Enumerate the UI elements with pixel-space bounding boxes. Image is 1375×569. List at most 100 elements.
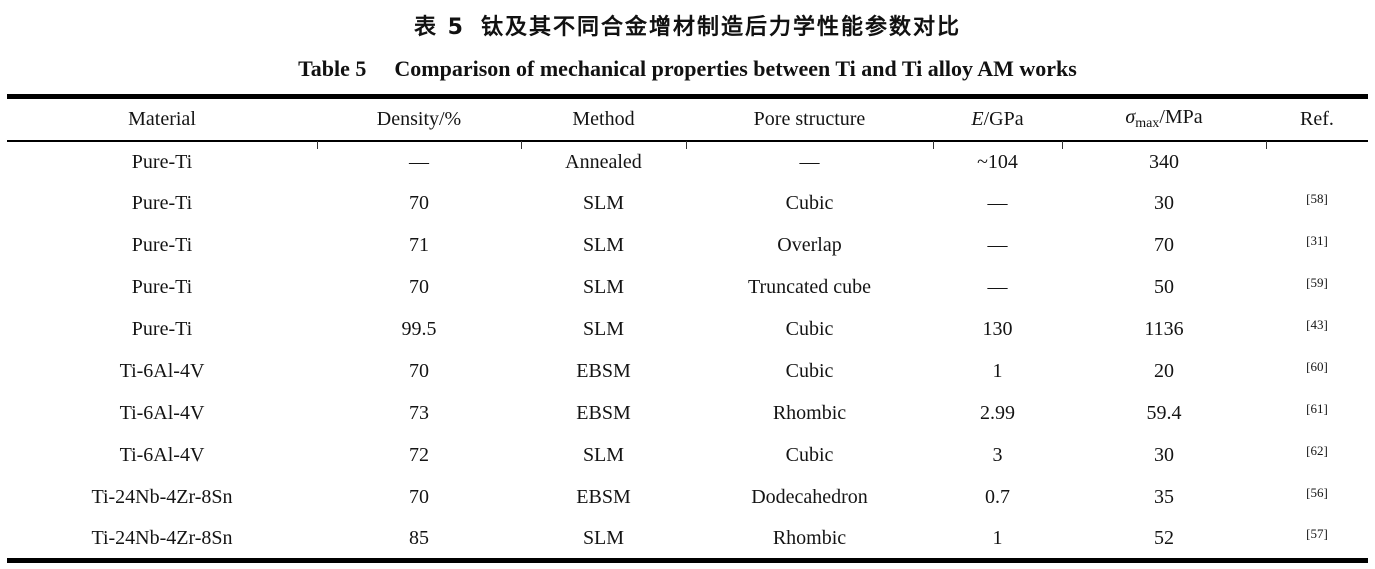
e-unit: /GPa <box>983 107 1024 130</box>
column-header-elastic-modulus: E/GPa <box>933 96 1062 142</box>
ref-citation: [57] <box>1306 525 1328 541</box>
cell-ref: [62] <box>1266 435 1368 477</box>
table-row: Ti-24Nb-4Zr-8Sn 85 SLM Rhombic 1 52 [57] <box>7 519 1368 561</box>
column-header-pore-structure: Pore structure <box>686 96 933 142</box>
cell-material: Ti-6Al-4V <box>119 360 205 382</box>
cell-max-stress: 340 <box>1149 150 1179 173</box>
cell-elastic-modulus: ~104 <box>977 150 1018 173</box>
table-row: Pure-Ti 99.5 SLM Cubic 130 1136 [43] <box>7 309 1368 351</box>
column-header-ref: Ref. <box>1266 96 1368 142</box>
cell-ref: [58] <box>1266 183 1368 225</box>
properties-table-container: Material Density/% Method Pore structure… <box>7 94 1368 563</box>
table-row: Ti-6Al-4V 73 EBSM Rhombic 2.99 59.4 [61] <box>7 393 1368 435</box>
table-number-en: Table 5 <box>298 56 367 81</box>
cell-pore-structure: Cubic <box>785 444 834 466</box>
cell-max-stress: 30 <box>1154 444 1174 466</box>
cell-max-stress: 1136 <box>1144 318 1184 340</box>
table-row: Ti-24Nb-4Zr-8Sn 70 EBSM Dodecahedron 0.7… <box>7 477 1368 519</box>
mechanical-properties-table: Material Density/% Method Pore structure… <box>7 94 1368 563</box>
cell-elastic-modulus: 2.99 <box>980 402 1015 424</box>
cell-elastic-modulus: — <box>987 276 1008 298</box>
cell-method: SLM <box>582 318 625 340</box>
sigma-unit: /MPa <box>1159 106 1203 129</box>
column-header-max-stress: σmax/MPa <box>1062 96 1266 142</box>
cell-elastic-modulus: — <box>987 192 1008 214</box>
table-title-english: Table 5 Comparison of mechanical properti… <box>0 56 1375 82</box>
cell-pore-structure: Dodecahedron <box>751 486 868 508</box>
cell-density: 70 <box>409 486 429 508</box>
cell-method: SLM <box>582 192 625 214</box>
table-row: Pure-Ti — Annealed — ~104 340 <box>7 141 1368 183</box>
cell-elastic-modulus: 1 <box>992 526 1003 549</box>
cell-method: EBSM <box>576 402 631 424</box>
cell-material: Pure-Ti <box>131 150 193 173</box>
cell-elastic-modulus: 3 <box>992 444 1003 466</box>
cell-method: EBSM <box>576 486 631 508</box>
header-row: Material Density/% Method Pore structure… <box>7 96 1368 142</box>
cell-density: 99.5 <box>401 318 437 340</box>
column-header-method: Method <box>521 96 686 142</box>
cell-max-stress: 35 <box>1154 486 1174 508</box>
sigma-symbol: σ <box>1125 106 1136 129</box>
cell-material: Pure-Ti <box>131 318 193 340</box>
cell-max-stress: 20 <box>1154 360 1174 382</box>
ref-citation: [61] <box>1306 401 1328 416</box>
cell-pore-structure: Truncated cube <box>747 276 872 298</box>
cell-pore-structure: Cubic <box>785 360 834 382</box>
ref-citation: [62] <box>1306 443 1328 458</box>
column-divider-tick <box>686 141 687 149</box>
cell-pore-structure: Overlap <box>777 234 842 256</box>
cell-material: Ti-6Al-4V <box>119 402 205 424</box>
cell-material: Ti-6Al-4V <box>119 444 205 466</box>
ref-citation: [43] <box>1306 317 1328 332</box>
table-row: Ti-6Al-4V 72 SLM Cubic 3 30 [62] <box>7 435 1368 477</box>
cell-elastic-modulus: 0.7 <box>985 486 1010 508</box>
table-title-en-text: Comparison of mechanical properties betw… <box>394 56 1077 81</box>
table-number-cn: 表 5 <box>414 15 465 40</box>
cell-method: SLM <box>582 444 625 466</box>
cell-elastic-modulus: — <box>987 234 1008 256</box>
table-title-cn-text: 钛及其不同合金增材制造后力学性能参数对比 <box>480 15 961 40</box>
column-divider-tick <box>933 141 934 149</box>
cell-density: 70 <box>409 360 429 382</box>
cell-material: Pure-Ti <box>131 276 193 298</box>
cell-ref: [57] <box>1266 519 1368 561</box>
cell-material: Ti-24Nb-4Zr-8Sn <box>91 526 233 549</box>
column-header-density: Density/% <box>317 96 521 142</box>
cell-density: 72 <box>409 444 429 466</box>
cell-pore-structure: Rhombic <box>772 402 847 424</box>
column-divider-tick <box>1266 141 1267 149</box>
cell-elastic-modulus: 1 <box>992 360 1003 382</box>
cell-density: 73 <box>409 402 429 424</box>
cell-pore-structure: Cubic <box>785 192 834 214</box>
cell-ref: [43] <box>1266 309 1368 351</box>
ref-citation: [60] <box>1306 359 1328 374</box>
cell-ref: [59] <box>1266 267 1368 309</box>
e-symbol: E <box>971 107 984 130</box>
cell-max-stress: 50 <box>1154 276 1174 298</box>
cell-density: 70 <box>409 192 429 214</box>
cell-method: SLM <box>582 526 625 549</box>
cell-method: SLM <box>582 276 625 298</box>
cell-pore-structure: — <box>799 150 820 173</box>
cell-density: 70 <box>409 276 429 298</box>
cell-pore-structure: Cubic <box>785 318 834 340</box>
cell-pore-structure: Rhombic <box>772 526 847 549</box>
column-divider-tick <box>521 141 522 149</box>
cell-max-stress: 59.4 <box>1146 402 1182 424</box>
table-row: Pure-Ti 71 SLM Overlap — 70 [31] <box>7 225 1368 267</box>
table-row: Pure-Ti 70 SLM Cubic — 30 [58] <box>7 183 1368 225</box>
table-title-chinese: 表 5 钛及其不同合金增材制造后力学性能参数对比 <box>0 9 1375 41</box>
cell-ref: [60] <box>1266 351 1368 393</box>
cell-ref <box>1266 141 1368 183</box>
cell-density: — <box>409 150 429 173</box>
cell-density: 71 <box>409 234 429 256</box>
cell-material: Pure-Ti <box>131 234 193 256</box>
cell-max-stress: 30 <box>1154 192 1174 214</box>
column-divider-tick <box>317 141 318 149</box>
cell-ref: [56] <box>1266 477 1368 519</box>
cell-ref: [61] <box>1266 393 1368 435</box>
cell-method: Annealed <box>565 150 642 173</box>
column-divider-tick <box>1062 141 1063 149</box>
ref-citation: [59] <box>1306 275 1328 290</box>
